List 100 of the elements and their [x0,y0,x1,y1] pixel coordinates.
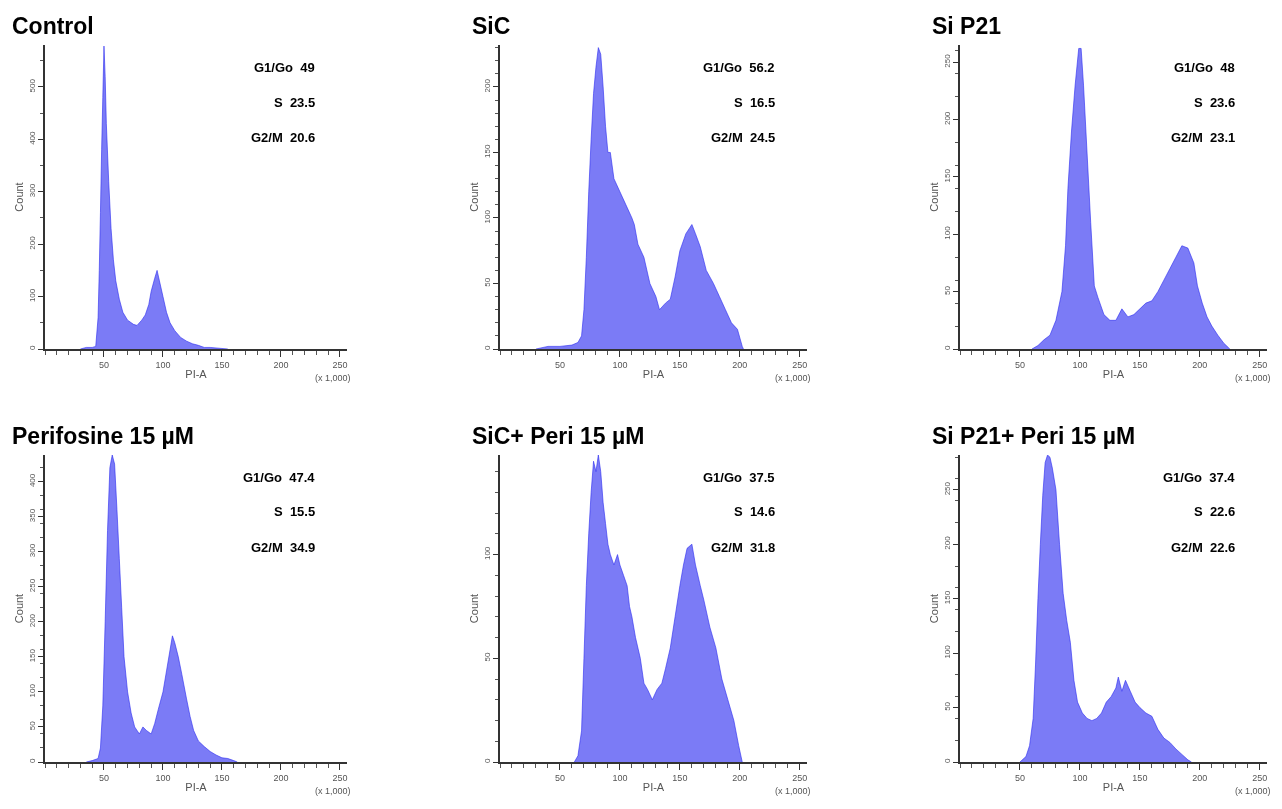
annotation: G2/M 22.6 [1171,540,1236,555]
y-tick-label: 200 [943,535,953,550]
x-tick-label: 100 [1072,772,1088,783]
y-tick-label: 100 [483,546,493,561]
annotation: G1/Go 37.5 [703,470,775,485]
x-tick-label: 100 [612,359,628,370]
text: (x 1,000) [315,786,351,796]
annotation: G1/Go 48 [1174,60,1235,75]
y-axis-title: Count [928,182,941,212]
y-tick-label: 100 [28,288,38,303]
y-tick-label: 200 [28,613,38,628]
y-tick-label: 100 [943,225,953,240]
x-axis-title: PI-A [642,368,665,381]
text: (x 1,000) [315,373,351,383]
x-axis-title: PI-A [1102,368,1125,381]
x-tick-label: 150 [1132,359,1148,370]
chart-title: Si P21 [932,13,1002,39]
y-tick-label: 50 [28,720,38,731]
chart-title: SiC+ Peri 15 µM [472,423,645,449]
x-tick-label: 150 [214,359,230,370]
x-tick-label: 250 [792,359,808,370]
x-tick-label: 250 [1252,772,1268,783]
annotation: G2/M 24.5 [711,130,776,145]
y-tick-label: 400 [28,473,38,488]
y-tick-label: 50 [943,701,953,711]
x-tick-label: 50 [554,359,565,370]
y-axis-title: Count [928,593,941,624]
chart-title: Perifosine 15 µM [12,423,194,449]
y-tick-label: 300 [28,183,38,198]
x-tick-label: 250 [332,359,348,370]
annotation: S 14.6 [734,504,776,519]
annotation: S 23.6 [1194,95,1236,110]
annotation: G2/M 34.9 [251,540,316,555]
y-tick-label: 0 [943,758,953,764]
y-tick-label: 150 [28,648,38,663]
y-tick-label: 0 [943,345,953,351]
x-tick-label: 100 [155,772,171,783]
y-tick-label: 150 [943,168,953,183]
y-tick-label: 50 [483,277,493,287]
x-tick-label: 200 [732,359,748,370]
text: (x 1,000) [775,373,811,383]
y-axis-title: Count [13,593,26,624]
x-tick-label: 200 [1192,772,1208,783]
x-tick-label: 150 [214,772,230,783]
x-tick-label: 250 [332,772,348,783]
x-axis-title: PI-A [185,368,208,381]
annotation: G2/M 20.6 [251,130,316,145]
annotation: S 16.5 [734,95,776,110]
x-tick-label: 100 [612,772,628,783]
y-tick-label: 0 [28,345,38,351]
x-tick-label: 250 [1252,359,1268,370]
annotation: S 15.5 [274,504,316,519]
text: (x 1,000) [775,786,811,796]
y-tick-label: 300 [28,543,38,558]
x-tick-label: 50 [1014,359,1025,370]
annotation: S 22.6 [1194,504,1236,519]
x-tick-label: 150 [672,772,688,783]
y-tick-label: 150 [943,590,953,605]
y-tick-label: 150 [483,144,493,158]
y-tick-label: 250 [943,481,953,496]
y-tick-label: 400 [28,130,38,145]
x-tick-label: 200 [732,772,748,783]
x-tick-label: 100 [155,359,171,370]
y-tick-label: 100 [483,209,493,224]
annotation: G1/Go 37.4 [1163,470,1236,485]
text: (x 1,000) [1235,373,1271,383]
y-tick-label: 200 [28,235,38,250]
y-tick-label: 100 [28,683,38,698]
x-axis-title: PI-A [185,781,208,794]
x-tick-label: 200 [1192,359,1208,370]
annotation: S 23.5 [274,95,316,110]
y-tick-label: 50 [943,285,953,295]
y-tick-label: 250 [28,578,38,593]
y-tick-label: 500 [28,78,38,93]
y-tick-label: 350 [28,508,38,523]
x-tick-label: 50 [98,359,109,370]
x-axis-title: PI-A [642,781,665,794]
annotation: G2/M 23.1 [1171,130,1236,145]
y-axis-title: Count [468,182,481,212]
annotation: G1/Go 56.2 [703,60,775,75]
x-tick-label: 50 [554,772,565,783]
x-tick-label: 50 [98,772,109,783]
y-axis-title: Count [13,182,26,212]
x-tick-label: 50 [1014,772,1025,783]
x-axis-title: PI-A [1102,781,1125,794]
y-tick-label: 0 [483,758,493,764]
chart-title: Si P21+ Peri 15 µM [932,423,1136,449]
y-tick-label: 250 [943,53,953,68]
y-tick-label: 0 [483,345,493,351]
x-tick-label: 200 [273,772,289,783]
y-tick-label: 200 [943,111,953,126]
x-tick-label: 250 [792,772,808,783]
x-tick-label: 150 [1132,772,1148,783]
annotation: G1/Go 49 [254,60,315,75]
y-tick-label: 100 [943,644,953,659]
chart-title: SiC [472,13,511,39]
annotation: G2/M 31.8 [711,540,776,555]
text: (x 1,000) [1235,786,1271,796]
x-tick-label: 200 [273,359,289,370]
x-tick-label: 150 [672,359,688,370]
